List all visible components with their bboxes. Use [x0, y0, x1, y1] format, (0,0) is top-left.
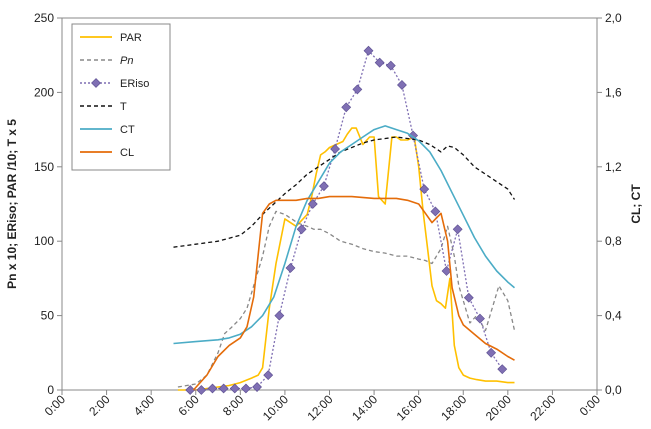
- legend-label-t: T: [120, 101, 127, 113]
- series-marker-eriso: [218, 383, 229, 394]
- series-line-pn: [177, 210, 516, 388]
- series-marker-eriso: [207, 383, 218, 394]
- series-marker-eriso: [296, 224, 307, 235]
- series-marker-eriso: [385, 60, 396, 71]
- series-marker-eriso: [274, 310, 285, 321]
- y-right-tick-label: 0,0: [605, 383, 622, 397]
- legend-label-ct: CT: [120, 124, 135, 136]
- legend-label-par: PAR: [120, 32, 142, 44]
- series-marker-eriso: [475, 313, 485, 324]
- series-marker-eriso: [397, 80, 407, 90]
- y-axis-left-label-group: Pn x 10; ERiso; PAR /10; T x 5: [5, 119, 19, 289]
- series-line-cl: [192, 195, 515, 391]
- series-marker-eriso: [341, 102, 352, 113]
- series-marker-eriso: [307, 199, 318, 209]
- series-marker-eriso: [196, 385, 207, 395]
- y-right-tick-label: 1,6: [605, 85, 622, 99]
- y-right-tick-label: 0,8: [605, 234, 622, 248]
- series-marker-eriso: [285, 263, 296, 273]
- y-axis-right-label-group: CL; CT: [629, 184, 643, 224]
- ticks-layer: 0:00 2:00 4:00 6:00 8:00 10:00 12:00 14:00 16:00…: [34, 11, 622, 423]
- legend-items: PAR Pn ERiso T CT CL: [80, 32, 149, 159]
- y-axis-left-label: Pn x 10; ERiso; PAR /10; T x 5: [5, 119, 19, 289]
- series-marker-eriso: [452, 224, 463, 235]
- series-marker-eriso: [240, 383, 251, 394]
- y-right-tick-label: 2,0: [605, 11, 622, 25]
- legend: PAR Pn ERiso T CT CL: [71, 23, 171, 171]
- legend-marker-eriso: [91, 78, 101, 88]
- legend-label-pn: Pn: [120, 55, 133, 67]
- y-left-tick-label: 150: [34, 160, 54, 174]
- y-right-tick-label: 1,2: [605, 160, 622, 174]
- series-layer: [173, 45, 516, 395]
- series-marker-eriso: [263, 370, 274, 381]
- legend-label-eriso: ERiso: [120, 78, 149, 90]
- y-left-tick-label: 100: [34, 234, 54, 248]
- series-marker-eriso: [430, 206, 441, 217]
- series-marker-eriso: [419, 184, 430, 195]
- series-line-ct: [173, 125, 516, 345]
- series-marker-eriso: [486, 347, 497, 358]
- series-marker-eriso: [363, 45, 374, 56]
- y-left-tick-label: 250: [34, 11, 54, 25]
- series-marker-eriso: [352, 84, 363, 95]
- series-marker-eriso: [497, 364, 508, 375]
- series-marker-eriso: [319, 181, 329, 192]
- y-axis-right-label: CL; CT: [629, 184, 643, 224]
- series-marker-eriso: [252, 382, 262, 392]
- y-right-tick-label: 0,4: [605, 309, 622, 323]
- series-marker-eriso: [229, 383, 240, 394]
- series-marker-eriso: [463, 292, 474, 303]
- series-line-par: [177, 127, 515, 391]
- series-marker-eriso: [330, 144, 340, 154]
- y-left-tick-label: 200: [34, 85, 54, 99]
- y-left-tick-label: 0: [47, 383, 54, 397]
- series-marker-eriso: [185, 385, 196, 395]
- y-left-tick-label: 50: [41, 309, 55, 323]
- series-marker-eriso: [374, 57, 385, 68]
- legend-box: [71, 23, 171, 171]
- legend-label-cl: CL: [120, 147, 134, 159]
